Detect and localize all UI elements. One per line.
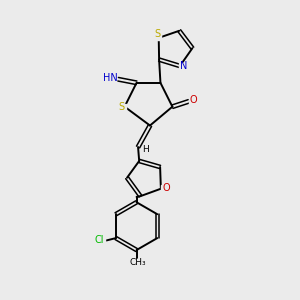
Text: N: N [180,61,187,71]
Bar [179,63,187,69]
Text: HN: HN [103,73,118,83]
Text: O: O [162,183,170,193]
Bar [153,33,161,40]
Text: S: S [154,29,160,39]
Text: O: O [190,95,197,105]
Bar [161,185,169,191]
Text: H: H [142,145,149,154]
Text: CH₃: CH₃ [130,258,146,267]
Bar [94,237,105,244]
Bar [118,104,126,111]
Text: S: S [118,102,125,112]
Bar [130,259,143,266]
Bar [103,75,116,82]
Bar [189,98,196,104]
Text: Cl: Cl [95,236,104,245]
